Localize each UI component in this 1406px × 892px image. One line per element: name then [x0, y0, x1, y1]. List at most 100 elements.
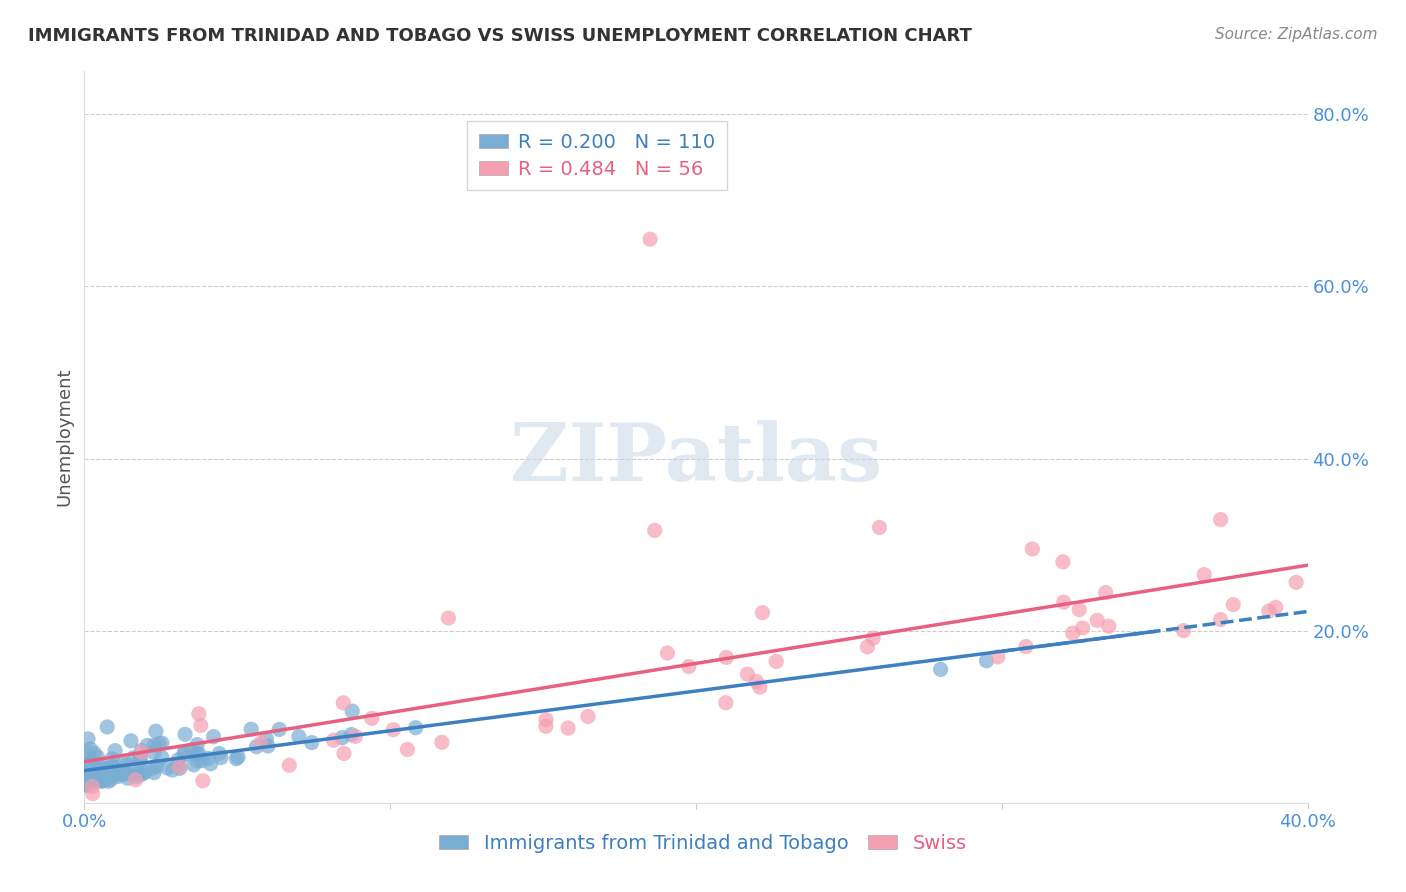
Immigrants from Trinidad and Tobago [143, 746, 166, 760]
Immigrants from Trinidad and Tobago [143, 738, 166, 752]
Swiss [1209, 613, 1232, 627]
Immigrants from Trinidad and Tobago [73, 745, 96, 759]
Immigrants from Trinidad and Tobago [98, 761, 121, 775]
Immigrants from Trinidad and Tobago [76, 776, 98, 790]
Immigrants from Trinidad and Tobago [173, 747, 195, 762]
Immigrants from Trinidad and Tobago [117, 771, 139, 785]
Swiss [716, 650, 738, 665]
Legend: Immigrants from Trinidad and Tobago, Swiss: Immigrants from Trinidad and Tobago, Swi… [432, 826, 974, 861]
Swiss [344, 729, 367, 743]
Swiss [1257, 604, 1279, 618]
Immigrants from Trinidad and Tobago [83, 764, 105, 778]
Immigrants from Trinidad and Tobago [167, 759, 190, 773]
Immigrants from Trinidad and Tobago [79, 742, 101, 756]
Swiss [745, 674, 768, 689]
Swiss [765, 655, 787, 669]
Immigrants from Trinidad and Tobago [254, 731, 277, 746]
Immigrants from Trinidad and Tobago [89, 769, 111, 783]
Immigrants from Trinidad and Tobago [174, 727, 197, 741]
Swiss [382, 723, 405, 737]
Immigrants from Trinidad and Tobago [191, 754, 214, 768]
Immigrants from Trinidad and Tobago [101, 752, 124, 766]
Swiss [1021, 541, 1043, 556]
Swiss [82, 780, 104, 794]
Swiss [187, 706, 209, 721]
Swiss [1069, 602, 1091, 616]
Swiss [1192, 567, 1215, 582]
Immigrants from Trinidad and Tobago [183, 757, 205, 772]
Immigrants from Trinidad and Tobago [976, 654, 998, 668]
Swiss [332, 696, 354, 710]
Immigrants from Trinidad and Tobago [169, 761, 191, 775]
Immigrants from Trinidad and Tobago [76, 768, 98, 782]
Swiss [333, 747, 356, 761]
Swiss [1052, 555, 1074, 569]
Swiss [869, 520, 891, 534]
Swiss [751, 606, 773, 620]
Immigrants from Trinidad and Tobago [84, 773, 107, 788]
Swiss [856, 640, 879, 654]
Immigrants from Trinidad and Tobago [301, 735, 323, 749]
Immigrants from Trinidad and Tobago [107, 763, 129, 777]
Immigrants from Trinidad and Tobago [125, 770, 148, 784]
Swiss [1071, 621, 1094, 635]
Immigrants from Trinidad and Tobago [118, 767, 141, 781]
Immigrants from Trinidad and Tobago [240, 723, 263, 737]
Swiss [1085, 614, 1108, 628]
Immigrants from Trinidad and Tobago [89, 772, 111, 787]
Swiss [1098, 619, 1121, 633]
Text: Source: ZipAtlas.com: Source: ZipAtlas.com [1215, 27, 1378, 42]
Immigrants from Trinidad and Tobago [129, 750, 152, 764]
Immigrants from Trinidad and Tobago [84, 762, 107, 776]
Immigrants from Trinidad and Tobago [136, 739, 159, 753]
Swiss [124, 772, 146, 787]
Immigrants from Trinidad and Tobago [75, 757, 97, 772]
Immigrants from Trinidad and Tobago [134, 764, 156, 779]
Swiss [1015, 640, 1038, 654]
Immigrants from Trinidad and Tobago [186, 738, 208, 752]
Immigrants from Trinidad and Tobago [245, 739, 267, 754]
Immigrants from Trinidad and Tobago [115, 757, 138, 772]
Immigrants from Trinidad and Tobago [129, 767, 152, 781]
Swiss [360, 711, 382, 725]
Immigrants from Trinidad and Tobago [150, 750, 173, 764]
Swiss [657, 646, 679, 660]
Immigrants from Trinidad and Tobago [80, 772, 103, 787]
Immigrants from Trinidad and Tobago [108, 767, 131, 781]
Swiss [534, 713, 557, 727]
Immigrants from Trinidad and Tobago [134, 766, 156, 780]
Immigrants from Trinidad and Tobago [114, 766, 136, 780]
Immigrants from Trinidad and Tobago [150, 736, 173, 750]
Swiss [987, 649, 1010, 664]
Immigrants from Trinidad and Tobago [100, 764, 122, 779]
Immigrants from Trinidad and Tobago [86, 750, 108, 764]
Immigrants from Trinidad and Tobago [79, 764, 101, 779]
Swiss [396, 742, 419, 756]
Immigrants from Trinidad and Tobago [91, 774, 114, 789]
Swiss [576, 709, 599, 723]
Immigrants from Trinidad and Tobago [145, 724, 167, 739]
Immigrants from Trinidad and Tobago [167, 753, 190, 767]
Swiss [1062, 626, 1084, 640]
Immigrants from Trinidad and Tobago [142, 761, 165, 775]
Y-axis label: Unemployment: Unemployment [55, 368, 73, 507]
Immigrants from Trinidad and Tobago [342, 704, 364, 718]
Immigrants from Trinidad and Tobago [187, 747, 209, 761]
Immigrants from Trinidad and Tobago [173, 745, 195, 759]
Immigrants from Trinidad and Tobago [101, 759, 124, 773]
Swiss [191, 773, 214, 788]
Swiss [322, 733, 344, 747]
Immigrants from Trinidad and Tobago [83, 746, 105, 760]
Immigrants from Trinidad and Tobago [96, 720, 118, 734]
Immigrants from Trinidad and Tobago [90, 773, 112, 788]
Swiss [430, 735, 453, 749]
Immigrants from Trinidad and Tobago [208, 747, 231, 761]
Immigrants from Trinidad and Tobago [79, 769, 101, 783]
Immigrants from Trinidad and Tobago [128, 766, 150, 780]
Immigrants from Trinidad and Tobago [103, 768, 125, 782]
Swiss [278, 758, 301, 772]
Swiss [1094, 585, 1116, 599]
Immigrants from Trinidad and Tobago [101, 762, 124, 776]
Immigrants from Trinidad and Tobago [257, 739, 280, 753]
Immigrants from Trinidad and Tobago [111, 757, 134, 772]
